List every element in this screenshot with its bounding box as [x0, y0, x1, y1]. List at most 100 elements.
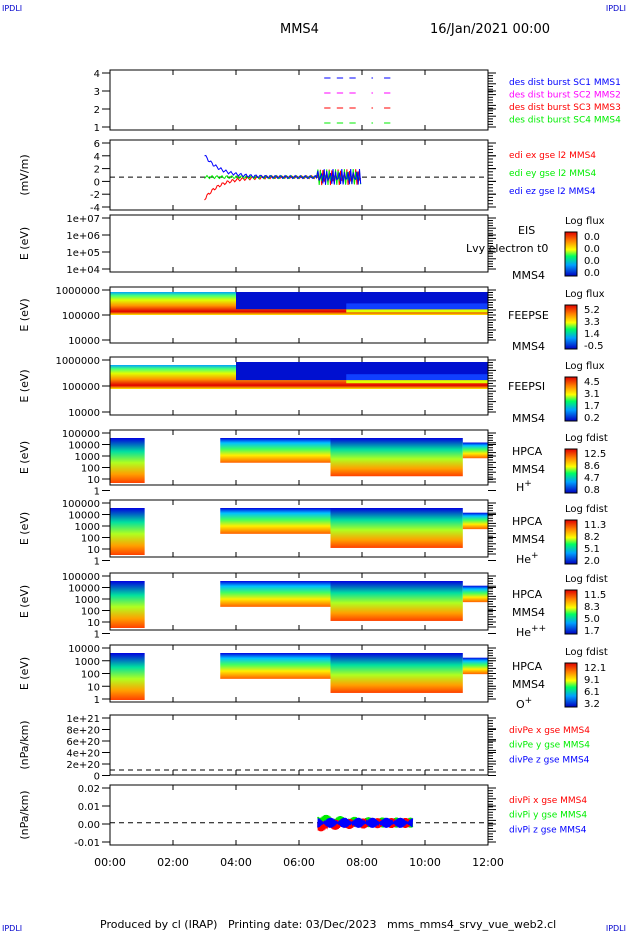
- x-tick-label: 02:00: [157, 856, 189, 869]
- y-axis-label: (nPa/km): [18, 720, 31, 769]
- y-tick-label: 1000: [75, 595, 100, 606]
- spectrogram-block-early: [110, 653, 145, 700]
- spacecraft-label: MMS4: [512, 412, 545, 425]
- species-label: H+: [516, 479, 532, 494]
- y-tick-label: 100000: [62, 572, 100, 583]
- y-tick-label: 1000000: [55, 356, 100, 367]
- colorbar: [564, 519, 578, 565]
- spectrogram-block-late: [330, 508, 463, 548]
- colorbar: [564, 231, 578, 277]
- footer-printing: Printing date: 03/Dec/2023: [227, 918, 377, 931]
- colorbar-tick-label: 5.2: [584, 305, 600, 316]
- spectrogram-block-end: [462, 585, 488, 603]
- corner-tag-bl: IPDLI: [2, 924, 23, 933]
- legend-entry: divPe x gse MMS4: [509, 726, 590, 736]
- colorbar-tick-label: 8.3: [584, 602, 600, 613]
- y-tick-label: 4: [94, 152, 100, 163]
- colorbar-tick-label: 0.0: [584, 232, 600, 243]
- spectrogram-band: [346, 309, 488, 313]
- edi-trace-1: [204, 169, 362, 186]
- footer: Produced by cl (IRAP) Printing date: 03/…: [100, 918, 556, 931]
- spacecraft-label: MMS4: [512, 533, 545, 546]
- colorbar-tick-label: -0.5: [584, 341, 604, 352]
- panel-feepsi: 10000 100000 1000000 E (eV) Log flux 4.53.11.…: [18, 356, 605, 425]
- legend-entry: divPi y gse MMS4: [509, 811, 587, 821]
- y-tick-label: 1e+04: [66, 265, 100, 276]
- y-axis-label: E (eV): [18, 657, 31, 690]
- instrument-label: HPCA: [512, 515, 543, 528]
- y-tick-label: -0.01: [74, 838, 100, 849]
- x-tick-label: 04:00: [220, 856, 252, 869]
- y-tick-label: 10: [87, 682, 100, 693]
- colorbar-title: Log flux: [565, 216, 605, 227]
- colorbar-tick-label: 4.7: [584, 473, 600, 484]
- colorbar-tick-label: 12.1: [584, 663, 606, 674]
- colorbar-title: Log flux: [565, 361, 605, 372]
- spacecraft-label: MMS4: [512, 340, 545, 353]
- colorbar: [564, 589, 578, 635]
- legend-entry: edi ez gse l2 MMS4: [509, 187, 596, 197]
- x-tick-label: 00:00: [94, 856, 126, 869]
- y-tick-label: 1e+06: [66, 231, 100, 242]
- corner-tag-tr: IPDLI: [605, 4, 626, 13]
- colorbar-tick-label: 0.0: [584, 256, 600, 267]
- colorbar-tick-label: 1.4: [584, 329, 600, 340]
- y-tick-label: 1000: [75, 657, 100, 668]
- species-label: Lvy electron t0: [466, 242, 548, 255]
- y-axis-label: E (eV): [18, 369, 31, 402]
- date-title: 16/Jan/2021 00:00: [430, 22, 551, 37]
- colorbar-tick-label: 6.1: [584, 687, 600, 698]
- y-tick-label: 10000: [68, 336, 100, 347]
- colorbar-title: Log fdist: [565, 647, 608, 658]
- y-tick-label: 1000000: [55, 286, 100, 297]
- panel-frame: [109, 714, 489, 776]
- spectrogram-block-mid: [220, 508, 331, 534]
- y-tick-label: 100: [81, 534, 100, 545]
- y-axis-label: (nPa/km): [18, 790, 31, 839]
- colorbar-tick-label: 4.5: [584, 377, 600, 388]
- panel-burst: 1 2 3 4 des dist burst SC1 MMS1 des dist burs…: [94, 69, 621, 134]
- colorbar-title: Log fdist: [565, 504, 608, 515]
- y-axis-label: E (eV): [18, 585, 31, 618]
- y-tick-label: 100: [81, 464, 100, 475]
- colorbar-tick-label: 8.6: [584, 461, 600, 472]
- y-axis-label: E (eV): [18, 298, 31, 331]
- colorbar-tick-label: 0.0: [584, 268, 600, 279]
- colorbar-tick-label: 2.0: [584, 556, 600, 567]
- colorbar: [564, 376, 578, 422]
- spectrogram-band: [346, 380, 488, 384]
- y-tick-label: 10000: [68, 584, 100, 595]
- y-axis-label: E (eV): [18, 227, 31, 260]
- spectrogram-block-end: [462, 442, 488, 459]
- colorbar-tick-label: 11.5: [584, 590, 606, 601]
- legend-entry: divPe y gse MMS4: [509, 741, 590, 751]
- y-tick-label: 1000: [75, 522, 100, 533]
- y-tick-label: 2: [94, 165, 100, 176]
- colorbar-tick-label: 0.8: [584, 485, 600, 496]
- instrument-label: HPCA: [512, 445, 543, 458]
- spectrogram-block-mid: [220, 653, 331, 679]
- spectrogram-block-early: [110, 581, 145, 628]
- spectrogram-band: [346, 374, 488, 381]
- legend-entry: divPi z gse MMS4: [509, 825, 587, 835]
- y-tick-label: 1000: [75, 452, 100, 463]
- spectrogram-block-late: [330, 581, 463, 621]
- y-tick-label: 1e+07: [66, 214, 100, 225]
- y-tick-label: 1e+05: [66, 248, 100, 259]
- spacecraft-label: MMS4: [512, 606, 545, 619]
- species-label: O+: [516, 696, 532, 711]
- y-tick-label: 4: [94, 69, 100, 80]
- spectrogram-block-end: [462, 657, 488, 675]
- colorbar-tick-label: 0.0: [584, 244, 600, 255]
- y-tick-label: 0: [94, 772, 100, 783]
- spectrogram-block-early: [110, 508, 145, 555]
- spacecraft-label: MMS4: [512, 678, 545, 691]
- colorbar-tick-label: 5.1: [584, 544, 600, 555]
- colorbar: [564, 448, 578, 494]
- y-tick-label: 10000: [68, 441, 100, 452]
